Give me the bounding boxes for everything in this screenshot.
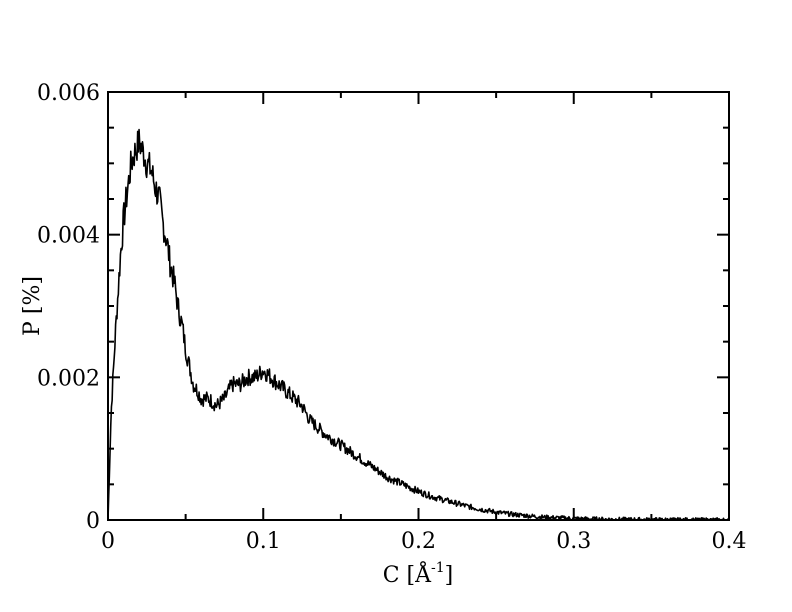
series-line	[107, 128, 730, 521]
y-tick-label: 0.006	[37, 81, 100, 106]
x-axis-label: C [Å-1]	[383, 560, 454, 588]
x-tick-label: 0	[101, 529, 115, 554]
x-tick-label: 0.3	[556, 529, 591, 554]
y-tick-label: 0.002	[37, 366, 100, 391]
x-axis-label-close: ]	[445, 563, 454, 588]
x-tick-label: 0.4	[712, 529, 747, 554]
x-tick-label: 0.2	[401, 529, 436, 554]
y-tick-label: 0	[86, 509, 100, 534]
x-axis-label-main: C [Å	[383, 560, 432, 588]
x-tick-label: 0.1	[246, 529, 281, 554]
plot-frame	[107, 91, 730, 521]
x-axis-label-sup: -1	[431, 560, 445, 576]
axis-ticks	[107, 91, 730, 521]
tick-labels: 0 0.1 0.2 0.3 0.4 0 0.002 0.004 0.006	[37, 81, 746, 554]
y-axis-label: P [%]	[20, 276, 45, 336]
y-tick-label: 0.004	[37, 224, 100, 249]
